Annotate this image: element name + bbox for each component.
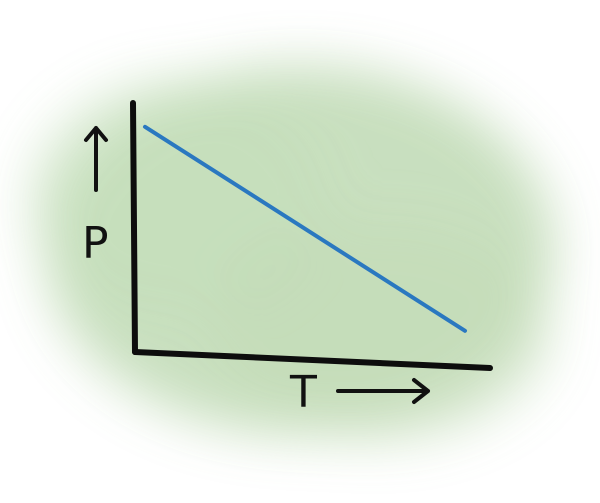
y-axis — [130, 100, 138, 355]
x-axis-arrow-icon — [336, 378, 430, 404]
y-axis-label: P — [82, 218, 109, 269]
x-axis — [132, 349, 493, 371]
series-line-0 — [143, 124, 467, 333]
x-axis-label: T — [289, 367, 317, 418]
series-layer — [143, 124, 467, 333]
y-axis-arrow-icon — [84, 126, 108, 192]
